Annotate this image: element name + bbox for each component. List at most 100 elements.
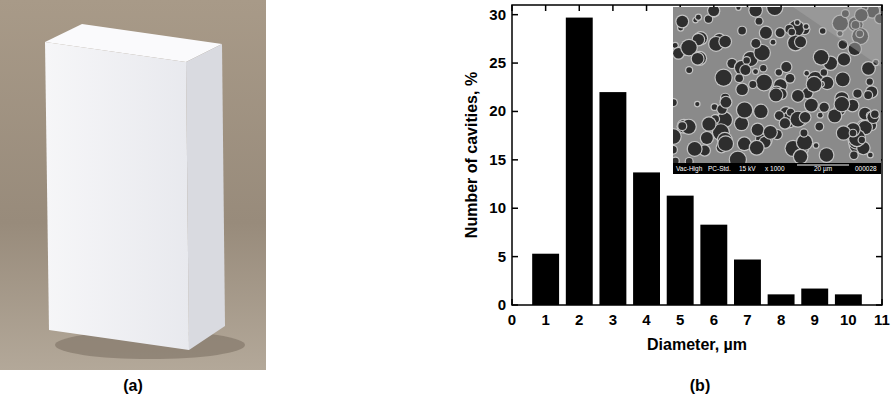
pore [820,103,829,112]
x-tick-label: 9 [811,311,819,328]
pore-rim [814,122,824,132]
sem-caption: 20 µm [814,165,832,173]
pore [737,102,752,117]
x-tick [713,299,715,305]
bar [633,172,660,305]
x-tick [545,5,547,11]
pore-rim [759,64,768,73]
pore [805,71,809,75]
pore-rim [837,52,852,67]
pore [751,39,760,48]
pore-rim [835,71,851,87]
x-tick [848,299,850,305]
pore [837,126,850,139]
pore-rim [750,38,761,49]
pore [738,27,746,35]
pore [740,65,750,75]
pore-rim [759,26,773,40]
pore-rim [701,116,716,131]
pore [716,70,732,86]
bar [532,254,559,305]
pore-rim [734,73,744,83]
pore-rim [799,111,812,124]
y-tick [876,207,882,209]
x-tick-label: 1 [541,311,549,328]
pore [718,136,732,150]
pore-rim [748,7,763,18]
pore [795,36,806,47]
pore [760,65,766,71]
pore-rim [804,98,819,113]
block-front [45,42,189,350]
x-tick-label: 5 [676,311,684,328]
bar [734,260,761,305]
pore [752,124,764,136]
x-tick [511,5,513,11]
pore-rim [719,96,732,109]
sem-texture [673,7,881,169]
pore-rim [717,135,734,152]
pore [721,97,732,108]
x-tick [646,299,648,305]
scale-bar [797,165,849,166]
pore-rim [849,129,858,138]
pore-rim [803,70,810,77]
sem-inset: Vac-HighPC-Std.15 kVx 100020 µm000028 [665,0,885,174]
pore-rim [742,56,751,65]
y-tick [876,304,882,306]
pore [820,148,833,161]
x-tick-label: 3 [609,311,617,328]
pore-rim [673,98,678,107]
bar [768,294,795,305]
y-axis-title: Number of cavities, % [463,72,480,238]
pore-rim [863,90,873,100]
pore-rim [774,27,785,38]
panel-label: (b) [690,377,710,394]
bar [566,18,593,305]
pore [814,143,818,147]
pore [859,137,865,143]
pore [800,130,807,137]
x-tick-label: 8 [777,311,785,328]
pore [735,117,748,130]
pore [816,123,824,131]
pore [780,118,790,128]
pore-rim [714,69,732,87]
pore-rim [718,35,732,49]
pore-rim [675,15,689,29]
pore [695,102,699,106]
pore [771,40,776,45]
y-tick-label: 25 [489,54,506,71]
pore-rim [867,151,874,158]
pore [764,126,777,139]
plot-frame [512,5,882,305]
pore-rim [818,101,830,113]
pore [756,18,763,25]
sem-caption: Vac-High [676,165,703,173]
pore-rim [791,89,805,103]
pore [754,105,767,118]
pore [786,74,795,83]
pore [781,62,791,72]
y-tick-label: 20 [489,102,506,119]
pore [818,113,823,118]
x-tick [747,299,749,305]
pore-rim [735,7,741,11]
pore [750,141,764,155]
pore [701,132,713,144]
pore [688,142,702,156]
pore [871,110,878,117]
pore [807,77,821,91]
pore-rim [754,17,763,26]
pore [673,99,677,106]
x-tick [881,5,883,11]
pore [749,7,761,17]
pore [795,20,800,25]
pore [760,27,772,39]
pore [864,91,872,99]
pore [749,81,756,88]
pore [820,28,826,34]
pore [789,29,796,36]
pore-rim [736,101,753,118]
x-tick-label: 10 [840,311,857,328]
